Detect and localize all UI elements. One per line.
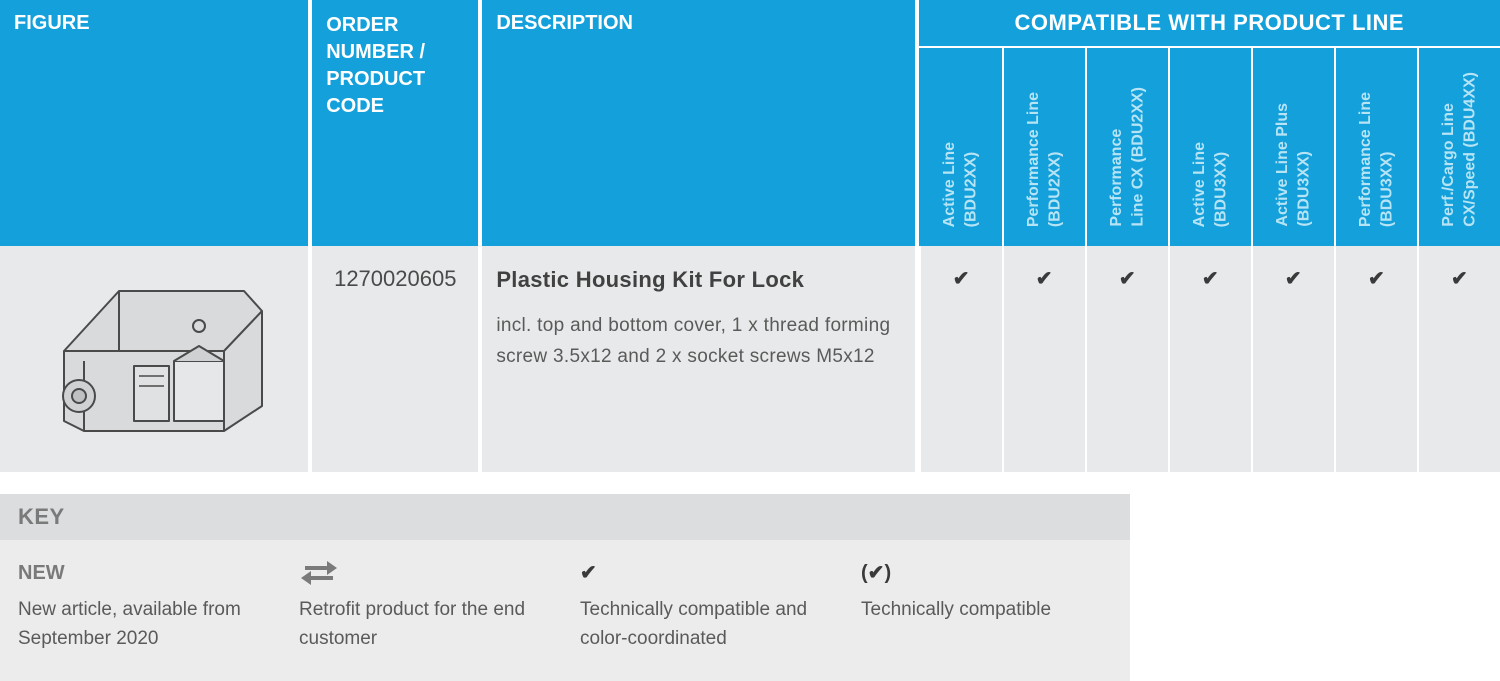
cell-description: Plastic Housing Kit For Lock incl. top a… <box>482 246 918 472</box>
compat-cell-2: ✔ <box>1085 246 1168 472</box>
check-icon: ✔ <box>1202 266 1219 291</box>
key-item-check-paren: (✔) Technically compatible <box>861 558 1112 653</box>
check-icon: ✔ <box>1119 266 1136 291</box>
key-head-check-paren: (✔) <box>861 558 1112 588</box>
key-section: KEY NEW New article, available from Sept… <box>0 494 1130 681</box>
compat-col-1: Performance Line (BDU2XX) <box>1002 46 1085 246</box>
key-head-retrofit <box>299 558 550 588</box>
compat-cell-5: ✔ <box>1334 246 1417 472</box>
compat-cell-3: ✔ <box>1168 246 1251 472</box>
key-body-retrofit: Retrofit product for the end customer <box>299 596 550 653</box>
check-icon: ✔ <box>580 558 597 588</box>
compat-col-6-label: Perf./Cargo Line CX/Speed (BDU4XX) <box>1438 72 1481 227</box>
compat-col-3-label: Active Line (BDU3XX) <box>1189 142 1232 227</box>
description-body: incl. top and bottom cover, 1 x thread f… <box>496 311 900 372</box>
key-body-new: New article, available from September 20… <box>18 596 269 653</box>
col-header-description: DESCRIPTION <box>482 0 918 246</box>
key-head-new: NEW <box>18 558 269 588</box>
spare-parts-table: FIGURE ORDER NUMBER / PRODUCT CODE DESCR… <box>0 0 1500 472</box>
compat-col-1-label: Performance Line (BDU2XX) <box>1023 92 1066 227</box>
compat-cell-0: ✔ <box>919 246 1002 472</box>
key-head-check: ✔ <box>580 558 831 588</box>
description-title: Plastic Housing Kit For Lock <box>496 262 900 297</box>
compat-col-3: Active Line (BDU3XX) <box>1168 46 1251 246</box>
col-header-figure: FIGURE <box>0 0 312 246</box>
product-figure-icon <box>24 266 284 446</box>
compat-col-4: Active Line Plus (BDU3XX) <box>1251 46 1334 246</box>
check-icon: ✔ <box>1368 266 1385 291</box>
compat-col-0: Active Line (BDU2XX) <box>919 46 1002 246</box>
compat-col-5: Performance Line (BDU3XX) <box>1334 46 1417 246</box>
compat-cell-4: ✔ <box>1251 246 1334 472</box>
compat-col-2: Performance Line CX (BDU2XX) <box>1085 46 1168 246</box>
key-body-check: Technically compatible and color-coordin… <box>580 596 831 653</box>
cell-order-number: 1270020605 <box>312 246 482 472</box>
check-icon: ✔ <box>1285 266 1302 291</box>
compat-col-6: Perf./Cargo Line CX/Speed (BDU4XX) <box>1417 46 1500 246</box>
check-icon: ✔ <box>1036 266 1053 291</box>
col-header-order-text: ORDER NUMBER / PRODUCT CODE <box>326 14 425 117</box>
key-title: KEY <box>0 494 1130 540</box>
table-row: 1270020605 Plastic Housing Kit For Lock … <box>0 246 1500 472</box>
key-body: NEW New article, available from Septembe… <box>0 540 1130 681</box>
cell-figure <box>0 246 312 472</box>
key-item-new: NEW New article, available from Septembe… <box>18 558 269 653</box>
key-item-retrofit: Retrofit product for the end customer <box>299 558 550 653</box>
key-body-check-paren: Technically compatible <box>861 596 1112 625</box>
retrofit-icon <box>299 558 339 588</box>
compat-col-0-label: Active Line (BDU2XX) <box>939 142 982 227</box>
compat-col-2-label: Performance Line CX (BDU2XX) <box>1106 87 1149 227</box>
compat-col-4-label: Active Line Plus (BDU3XX) <box>1272 103 1315 227</box>
key-item-check: ✔ Technically compatible and color-coord… <box>580 558 831 653</box>
compat-cell-1: ✔ <box>1002 246 1085 472</box>
col-header-compat-group: COMPATIBLE WITH PRODUCT LINE <box>919 0 1500 46</box>
compat-col-5-label: Performance Line (BDU3XX) <box>1355 92 1398 227</box>
check-paren-icon: (✔) <box>861 558 891 588</box>
col-header-order: ORDER NUMBER / PRODUCT CODE <box>312 0 482 246</box>
check-icon: ✔ <box>953 266 970 291</box>
compat-cell-6: ✔ <box>1417 246 1500 472</box>
check-icon: ✔ <box>1451 266 1468 291</box>
